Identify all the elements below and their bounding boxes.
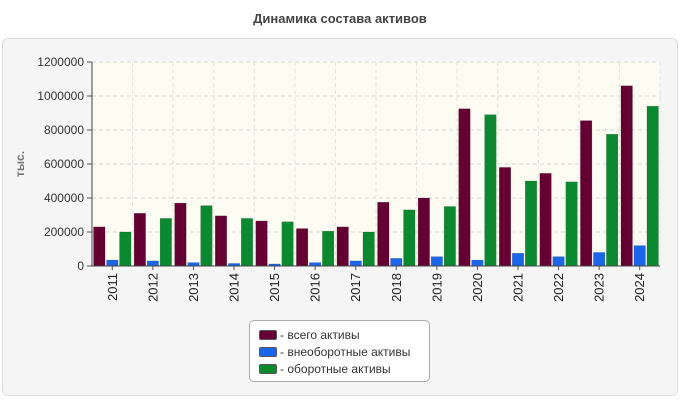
bar-total: [255, 220, 268, 267]
legend: - всего активы - внеоборотные активы - о…: [249, 320, 430, 382]
bar-current: [281, 221, 294, 267]
bar-total: [174, 202, 187, 267]
bar-noncurrent: [106, 259, 119, 267]
bar-noncurrent: [187, 262, 200, 267]
legend-label-noncurrent: внеоборотные активы: [287, 344, 411, 359]
bar-total: [296, 228, 309, 267]
y-tick-label: 800000: [44, 123, 84, 137]
y-tick-label: 0: [77, 259, 84, 273]
y-tick-label: 1200000: [37, 55, 84, 69]
bar-current: [119, 231, 132, 267]
bar-noncurrent: [146, 260, 159, 267]
bar-current: [159, 218, 172, 267]
bar-noncurrent: [552, 256, 565, 267]
bar-total: [499, 167, 511, 267]
bar-total: [377, 202, 390, 267]
bar-current: [525, 180, 537, 267]
x-tick-label: 2020: [470, 273, 485, 302]
x-tick-label: 2014: [227, 273, 242, 302]
bar-current: [322, 230, 335, 267]
bar-noncurrent: [309, 262, 322, 267]
x-tick-label: 2016: [308, 273, 323, 302]
bar-total: [133, 213, 146, 267]
x-tick-label: 2019: [429, 273, 444, 302]
bar-total: [458, 108, 471, 267]
x-tick-label: 2022: [551, 273, 566, 302]
y-tick-label: 400000: [44, 191, 84, 205]
bar-current: [200, 205, 213, 267]
legend-swatch-current: [259, 363, 277, 374]
bar-current: [484, 114, 497, 267]
bar-current: [565, 181, 578, 267]
legend-item-noncurrent: - внеоборотные активы: [259, 343, 429, 360]
x-tick-label: 2012: [145, 273, 160, 302]
legend-item-total: - всего активы: [259, 326, 429, 343]
legend-item-current: - оборотные активы: [259, 360, 429, 377]
x-tick-label: 2015: [267, 273, 282, 302]
bar-noncurrent: [430, 256, 443, 267]
x-tick-label: 2021: [511, 273, 526, 302]
bar-total: [580, 120, 593, 267]
bar-current: [646, 105, 659, 267]
legend-label-total: всего активы: [287, 327, 360, 342]
bar-current: [606, 134, 619, 267]
bar-noncurrent: [633, 245, 646, 267]
y-tick-label: 1000000: [37, 89, 84, 103]
bar-noncurrent: [593, 252, 606, 267]
bar-total: [215, 215, 227, 267]
legend-swatch-noncurrent: [259, 346, 277, 357]
x-tick-label: 2018: [389, 273, 404, 302]
y-tick-label: 600000: [44, 157, 84, 171]
bar-noncurrent: [349, 260, 362, 267]
legend-swatch-total: [259, 329, 277, 340]
x-tick-label: 2017: [348, 273, 363, 302]
bar-total: [93, 226, 106, 267]
bar-total: [620, 85, 633, 267]
legend-label-current: оборотные активы: [287, 361, 391, 376]
y-tick-label: 200000: [44, 225, 84, 239]
chart-title: Динамика состава активов: [253, 11, 427, 26]
x-tick-label: 2013: [186, 273, 201, 302]
bar-noncurrent: [390, 258, 403, 267]
y-axis-label: тыс.: [13, 151, 27, 177]
bar-noncurrent: [471, 259, 484, 267]
bar-current: [443, 206, 456, 267]
x-tick-label: 2023: [592, 273, 607, 302]
bar-noncurrent: [512, 253, 524, 267]
bar-total: [336, 226, 349, 267]
bar-current: [403, 209, 416, 267]
bar-total: [539, 173, 552, 267]
bar-current: [362, 231, 375, 267]
bar-current: [241, 218, 253, 267]
x-tick-label: 2011: [105, 273, 120, 301]
bar-total: [417, 197, 430, 267]
x-tick-label: 2024: [632, 273, 647, 302]
